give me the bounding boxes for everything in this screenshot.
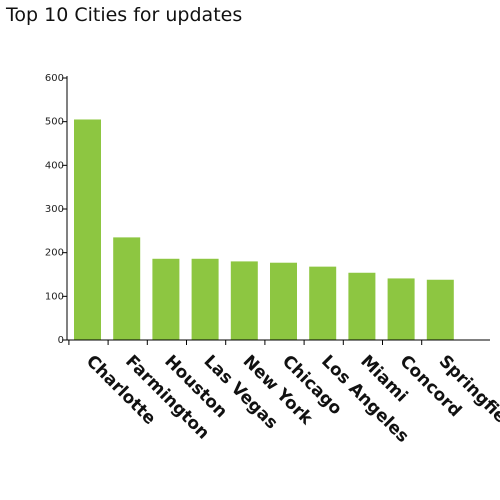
y-tick-label: 500 <box>45 117 64 128</box>
y-tick-label: 400 <box>45 160 64 171</box>
y-tick-label: 100 <box>45 291 64 302</box>
bar <box>426 279 454 340</box>
bars-layer <box>74 119 454 340</box>
y-axis-ticks: 0 100 200 300 400 500 600 <box>45 73 67 346</box>
bar <box>387 278 415 340</box>
chart-title: Top 10 Cities for updates <box>6 4 243 26</box>
bar <box>230 261 258 340</box>
bar <box>74 119 101 340</box>
y-tick-label: 0 <box>58 335 64 346</box>
bar <box>270 262 297 340</box>
y-tick-label: 300 <box>45 204 64 215</box>
bar <box>191 258 219 340</box>
y-tick-label: 200 <box>45 248 64 259</box>
bar <box>348 272 376 340</box>
bar <box>309 266 337 340</box>
y-tick-label: 600 <box>45 73 64 84</box>
bar <box>113 237 141 340</box>
bar <box>152 258 180 340</box>
